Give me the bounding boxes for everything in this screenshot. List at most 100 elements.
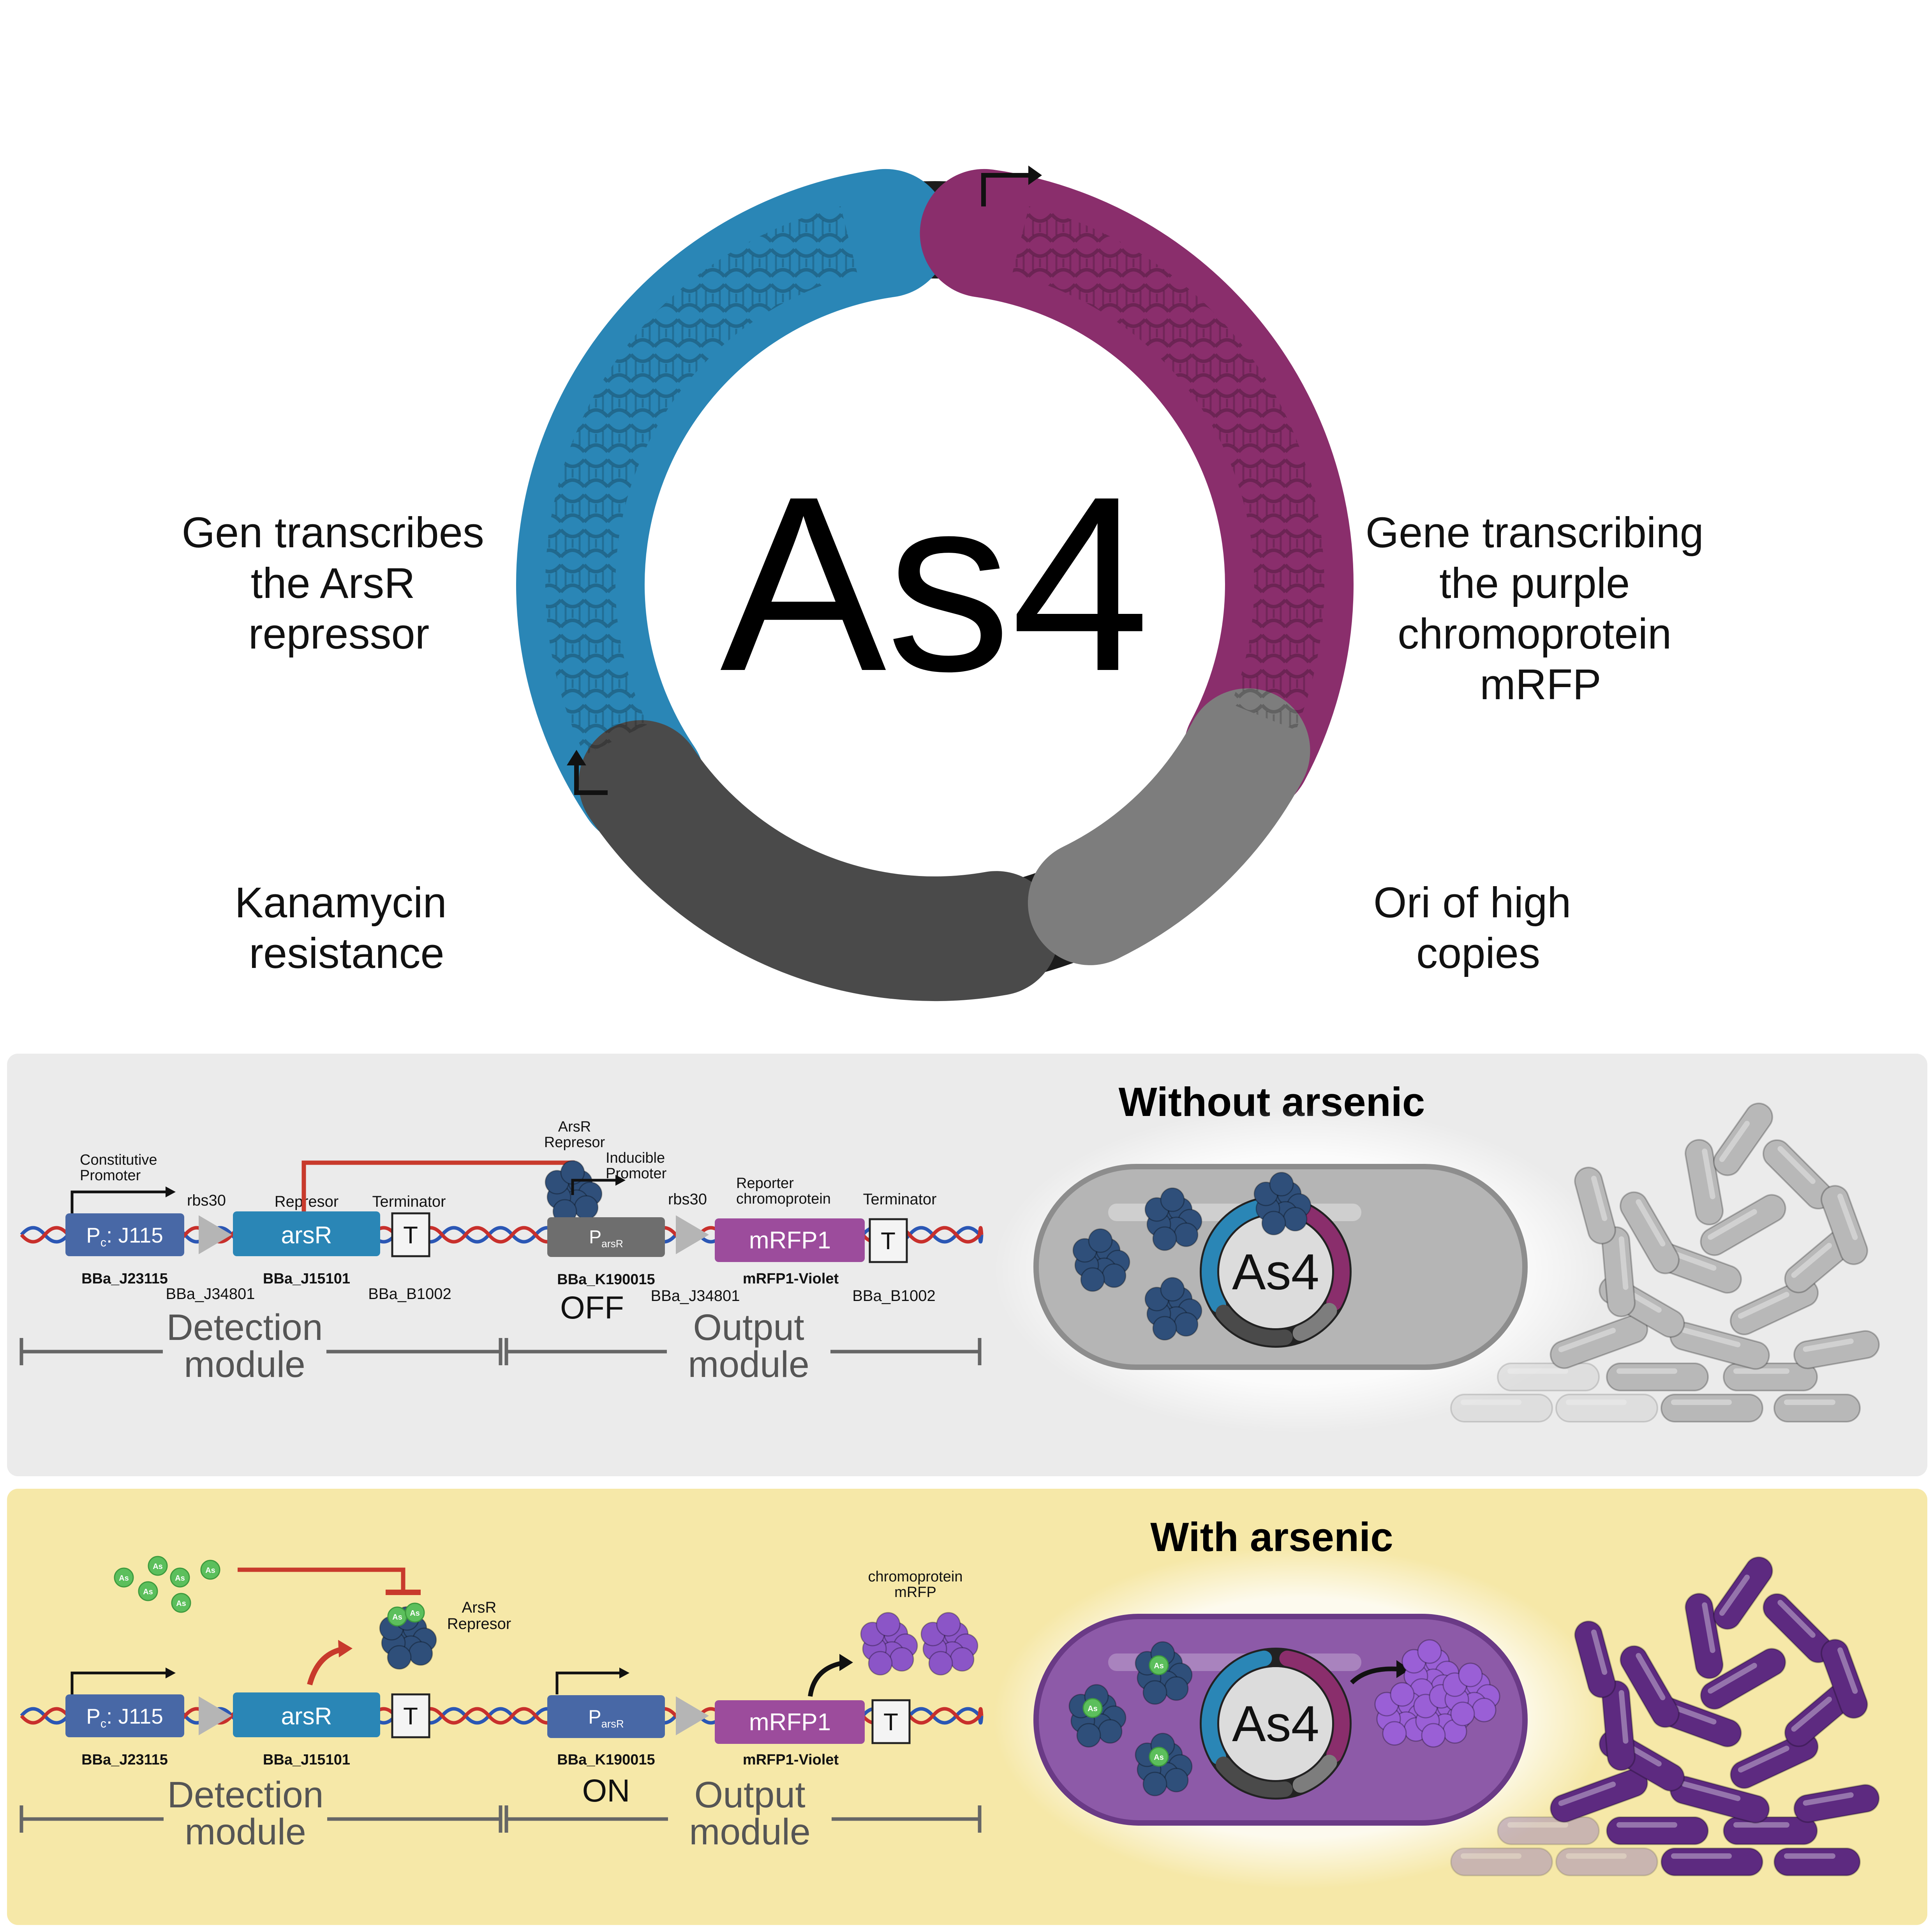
terminator-2-id: BBa_B1002 (852, 1287, 936, 1304)
cell-chromoprotein-icon (1442, 1662, 1500, 1726)
bacterium-highlight (1719, 1574, 1750, 1616)
protein-lobe (1076, 1723, 1101, 1748)
bacterium-body (1729, 1732, 1819, 1789)
cell-bound-arsenic-icon (1082, 1698, 1103, 1718)
constitutive-promoter-name: Pc: J115 (86, 1223, 163, 1249)
bacterium (1661, 1847, 1763, 1876)
main-plasmid: As4 Gen transcribes the ArsR repressor G… (182, 166, 1704, 1001)
bacterium-body (1793, 1784, 1880, 1823)
bacterium-highlight (1803, 1792, 1854, 1806)
bacterium-body (1821, 1185, 1868, 1265)
bacterium (1684, 1139, 1724, 1225)
mrfp1-gene-box (715, 1700, 865, 1744)
kanamycin-description: Kanamycin resistance (235, 879, 459, 977)
bacterium-body (1555, 1394, 1658, 1423)
terminator-2-icon (869, 1218, 908, 1263)
constitutive-promoter-box (65, 1213, 184, 1256)
constitutive-promoter-arrow-icon (71, 1671, 166, 1696)
bacterium-highlight (1616, 1368, 1677, 1374)
bacterium-highlight (1837, 1647, 1858, 1694)
bacterium (1620, 1645, 1680, 1728)
inducible-promoter-label: Inducible Promoter (606, 1150, 667, 1182)
arsenic-ion-icon-label: As (175, 1574, 185, 1583)
bacterium-body (1606, 1816, 1709, 1845)
bacterium-body (1700, 1194, 1786, 1256)
mrfp1-gene-name: mRFP1 (749, 1709, 831, 1736)
bacterium-body (1773, 1394, 1861, 1423)
bound-arsenic-icon-label: As (392, 1613, 402, 1622)
bacterium (1450, 1394, 1553, 1423)
terminator-1-id: BBa_B1002 (368, 1285, 451, 1303)
protein-lobe (1450, 1701, 1475, 1726)
cell-bound-arsenic-icon-label: As (1154, 1753, 1164, 1762)
bacterium-highlight (1558, 1781, 1616, 1806)
bacterium-highlight (1784, 1400, 1835, 1405)
bacterium (1606, 1363, 1709, 1391)
bacterium (1762, 1593, 1833, 1664)
mini-plasmid-core (1219, 1215, 1332, 1328)
bacterium-highlight (1461, 1853, 1521, 1859)
arsr-dna-helix (545, 206, 858, 755)
arsenic-ion-icon (171, 1593, 191, 1613)
inducible-promoter-arrow-icon-head (619, 1668, 629, 1678)
bacterium-highlight (1636, 1199, 1666, 1247)
reporter-label: Reporter chromoprotein (736, 1175, 831, 1207)
bacterium-highlight (1461, 1400, 1521, 1405)
parsr-promoter-box (547, 1695, 665, 1738)
arsenic-ion-icon (200, 1560, 220, 1580)
arsr-gene-name: arsR (281, 1222, 332, 1249)
protein-lobe (1261, 1211, 1286, 1236)
bacterium-body (1713, 1102, 1773, 1176)
cell-chromoprotein-icon (1374, 1682, 1432, 1746)
module-label: Output module (689, 1774, 811, 1853)
constitutive-promoter-box (65, 1694, 184, 1737)
bacterium (1620, 1191, 1680, 1274)
protein-lobe (950, 1647, 975, 1672)
bacterium-highlight (1671, 1400, 1732, 1405)
plasmid-name: As4 (720, 444, 1150, 723)
bacterium-highlight (1733, 1822, 1789, 1828)
bacterium (1450, 1847, 1553, 1876)
bacterium (1723, 1816, 1818, 1845)
bacterium-highlight (1671, 1853, 1732, 1859)
bacterium-highlight (1738, 1745, 1789, 1773)
protein-lobe (1382, 1721, 1407, 1746)
bacterium (1661, 1394, 1763, 1423)
bacterium-highlight (1784, 1853, 1835, 1859)
protein-lobe (876, 1612, 901, 1637)
mini-plasmid-name: As4 (1232, 1243, 1319, 1300)
rbs-2-label: rbs30 (668, 1191, 707, 1208)
ori-description: Ori of high copies (1373, 879, 1583, 977)
cell-arsr-protein-icon (1144, 1187, 1202, 1251)
mrfp1-gene-box (715, 1218, 865, 1262)
rbs-1-icon (199, 1215, 232, 1254)
arsr-gene-box (233, 1692, 380, 1737)
constitutive-promoter-id: BBa_J23115 (81, 1752, 168, 1768)
parsr-promoter-name: ParsR (589, 1227, 623, 1250)
cell-bound-arsenic-icon (1149, 1747, 1169, 1767)
bacterium (1601, 1226, 1636, 1317)
bacterium-body (1729, 1278, 1819, 1335)
protein-lobe (1458, 1662, 1483, 1687)
constitutive-promoter-arrow-icon (71, 1190, 166, 1215)
arsenic-ion-icon-label: As (153, 1562, 163, 1571)
protein-lobe (1269, 1172, 1294, 1197)
cell-bound-arsenic-icon (1149, 1655, 1169, 1675)
bacterium (1555, 1847, 1658, 1876)
bacterium (1606, 1816, 1709, 1845)
bacterium (1793, 1784, 1880, 1823)
protein-lobe (928, 1651, 953, 1676)
module-label: Detection module (167, 1774, 323, 1853)
bacterium (1555, 1394, 1658, 1423)
cell-expression-arrow-icon (1350, 1666, 1399, 1685)
cell-arsr-protein-icon (1253, 1172, 1312, 1236)
bacterium (1793, 1330, 1880, 1370)
bacterium-highlight (1791, 1243, 1832, 1278)
constitutive-promoter-arrow-icon-head (166, 1668, 176, 1678)
mini-mrfp-segment (1279, 1650, 1350, 1763)
protein-lobe (387, 1645, 412, 1670)
arsr-gene-box (233, 1211, 380, 1256)
bacterium (1773, 1394, 1861, 1423)
